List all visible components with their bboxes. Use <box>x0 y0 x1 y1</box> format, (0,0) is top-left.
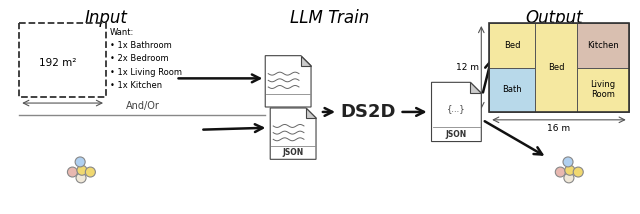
Polygon shape <box>306 108 316 118</box>
Circle shape <box>556 167 565 177</box>
Bar <box>489 23 535 68</box>
Circle shape <box>76 173 86 183</box>
Text: 192 m²: 192 m² <box>39 58 77 68</box>
Polygon shape <box>265 56 311 107</box>
Polygon shape <box>431 82 481 141</box>
Circle shape <box>563 157 573 167</box>
Text: Kitchen: Kitchen <box>587 41 619 50</box>
Text: DS2D: DS2D <box>340 103 396 121</box>
Polygon shape <box>470 82 481 93</box>
Bar <box>577 68 628 112</box>
Circle shape <box>75 157 85 167</box>
Text: 12 m: 12 m <box>456 63 479 72</box>
Text: 16 m: 16 m <box>547 124 570 133</box>
Circle shape <box>573 167 583 177</box>
Circle shape <box>564 173 574 183</box>
Text: Want:
• 1x Bathroom
• 2x Bedroom
• 1x Living Room
• 1x Kitchen: Want: • 1x Bathroom • 2x Bedroom • 1x Li… <box>110 28 182 90</box>
Bar <box>489 23 628 112</box>
Text: Bed: Bed <box>548 63 564 72</box>
Text: Output: Output <box>525 9 583 27</box>
Text: JSON: JSON <box>446 130 467 139</box>
Circle shape <box>85 167 95 177</box>
Bar <box>577 23 628 68</box>
Bar <box>489 68 535 112</box>
Text: Bath: Bath <box>502 85 522 94</box>
Text: JSON: JSON <box>282 148 304 157</box>
Text: LLM Train: LLM Train <box>291 9 369 27</box>
Text: Living
Room: Living Room <box>590 80 616 100</box>
Polygon shape <box>270 108 316 159</box>
Polygon shape <box>301 56 311 66</box>
Circle shape <box>67 167 77 177</box>
Text: And/Or: And/Or <box>126 101 160 111</box>
Circle shape <box>77 165 87 175</box>
Text: {...}: {...} <box>447 104 466 113</box>
Bar <box>535 23 577 112</box>
Circle shape <box>564 165 575 175</box>
Text: Input: Input <box>84 9 127 27</box>
Text: Bed: Bed <box>504 41 520 50</box>
Bar <box>19 23 106 97</box>
